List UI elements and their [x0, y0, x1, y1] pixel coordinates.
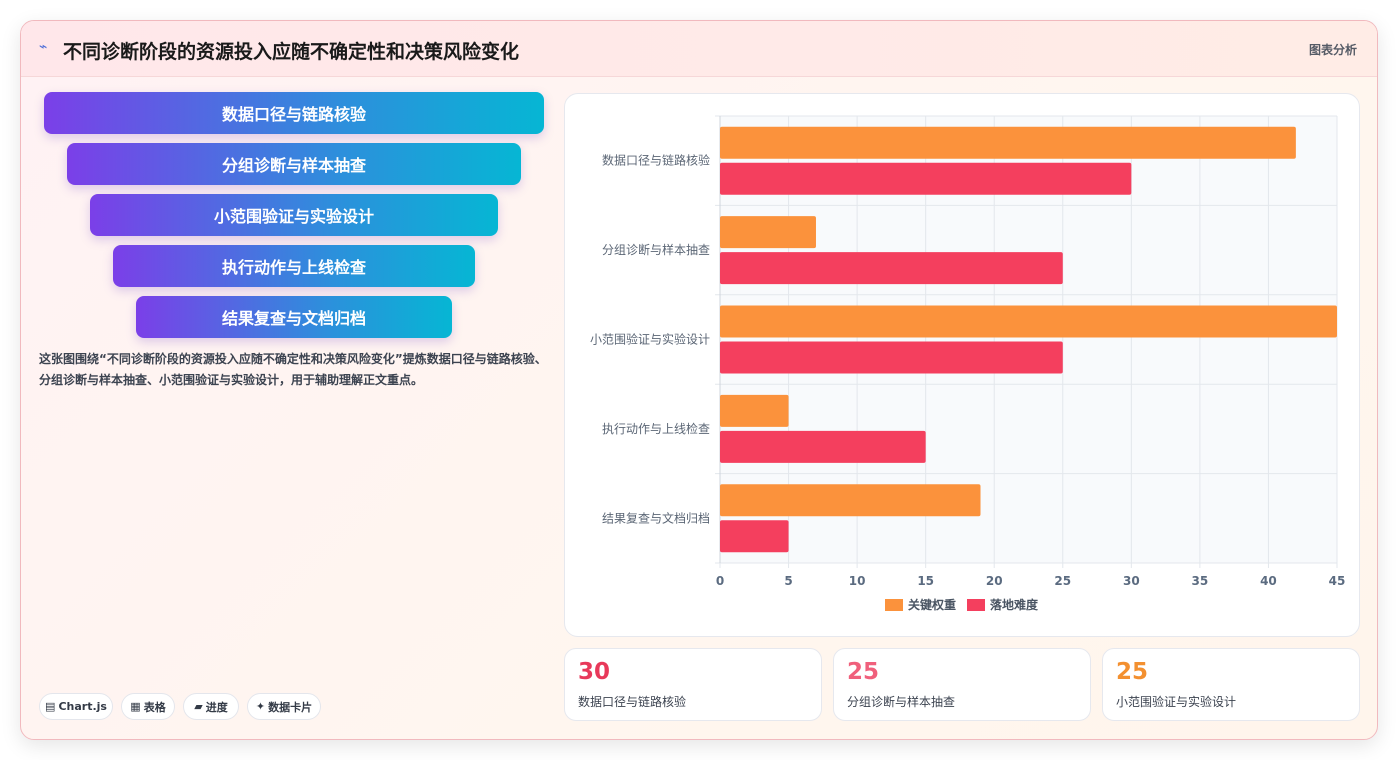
bar-difficulty	[720, 520, 789, 553]
header-bar: ⌁ 不同诊断阶段的资源投入应随不确定性和决策风险变化 图表分析	[21, 21, 1377, 77]
x-tick-label: 0	[716, 574, 724, 588]
stat-card-3: 25 小范围验证与实验设计	[1102, 648, 1360, 721]
chart-panel: 0 5 10 15 20 25 30 35 40 45 数据口径与链路核验 分组诊断与样本抽查小范围验…	[564, 93, 1360, 637]
pill-label: 数据卡片	[268, 700, 313, 714]
pill-chartjs[interactable]: ▤ Chart.js	[39, 693, 113, 720]
chart-icon: ▤	[45, 700, 56, 713]
table-icon: ▦	[130, 700, 141, 713]
bar-weight	[720, 305, 1337, 338]
funnel-step-1: 数据口径与链路核验	[44, 92, 544, 134]
chart-analysis-tag: 图表分析	[1308, 43, 1357, 57]
stat-value: 25	[847, 659, 880, 685]
pill-data-card[interactable]: ✦ 数据卡片	[247, 693, 321, 720]
x-tick-label: 30	[1123, 574, 1140, 588]
x-tick-label: 40	[1260, 574, 1277, 588]
y-tick-label: 分组诊断与样本抽查	[602, 242, 710, 257]
funnel-step-3: 小范围验证与实验设计	[90, 194, 498, 236]
x-tick-label: 10	[849, 574, 866, 588]
x-tick-label: 20	[986, 574, 1003, 588]
pill-table[interactable]: ▦ 表格	[121, 693, 175, 720]
pill-label: 进度	[205, 700, 228, 714]
bar-difficulty	[720, 252, 1063, 285]
bar-weight	[720, 394, 789, 427]
pill-label: 表格	[143, 700, 166, 714]
page-title: 不同诊断阶段的资源投入应随不确定性和决策风险变化	[63, 41, 520, 63]
x-tick-label: 5	[784, 574, 792, 588]
y-tick-label: 执行动作与上线检查	[602, 421, 710, 436]
bar-difficulty	[720, 162, 1132, 195]
funnel-step-2: 分组诊断与样本抽查	[67, 143, 521, 185]
progress-icon: ▰	[194, 700, 203, 713]
bar-difficulty	[720, 341, 1063, 374]
x-tick-label: 15	[917, 574, 934, 588]
stat-value: 25	[1116, 659, 1149, 685]
sparkle-icon: ✦	[255, 700, 266, 713]
y-tick-label: 小范围验证与实验设计	[590, 332, 710, 347]
bar-weight	[720, 216, 816, 249]
stat-value: 30	[578, 659, 611, 685]
stat-card-2: 25 分组诊断与样本抽查	[833, 648, 1091, 721]
funnel-step-5: 结果复查与文档归档	[136, 296, 452, 338]
bar-difficulty	[720, 430, 926, 463]
x-tick-label: 35	[1192, 574, 1209, 588]
chart-description: 这张图围绕“不同诊断阶段的资源投入应随不确定性和决策风险变化”提炼数据口径与链路…	[39, 352, 547, 387]
legend-label: 落地难度	[990, 597, 1039, 612]
bar-chart: 0 5 10 15 20 25 30 35 40 45 数据口径与链路核验分组诊断与样本抽查小范围验…	[590, 115, 1346, 612]
pill-label: Chart.js	[58, 700, 107, 713]
bar-weight	[720, 484, 981, 517]
x-tick-label: 45	[1329, 574, 1346, 588]
legend-swatch	[885, 599, 903, 611]
stat-label: 分组诊断与样本抽查	[847, 695, 956, 709]
stat-label: 小范围验证与实验设计	[1116, 695, 1237, 709]
pill-progress[interactable]: ▰ 进度	[183, 693, 239, 720]
funnel-step-4: 执行动作与上线检查	[113, 245, 475, 287]
x-tick-label: 25	[1054, 574, 1071, 588]
main-card: ⌁ 不同诊断阶段的资源投入应随不确定性和决策风险变化 图表分析 数据口径与链路核…	[20, 20, 1378, 740]
y-tick-label: 数据口径与链路核验	[602, 153, 710, 168]
bar-weight	[720, 126, 1296, 159]
stat-card-1: 30 数据口径与链路核验	[564, 648, 822, 721]
activity-icon: ⌁	[39, 39, 48, 55]
stat-label: 数据口径与链路核验	[578, 695, 687, 709]
legend-label: 关键权重	[908, 597, 956, 612]
y-tick-label: 结果复查与文档归档	[602, 510, 710, 525]
legend-swatch	[967, 599, 985, 611]
